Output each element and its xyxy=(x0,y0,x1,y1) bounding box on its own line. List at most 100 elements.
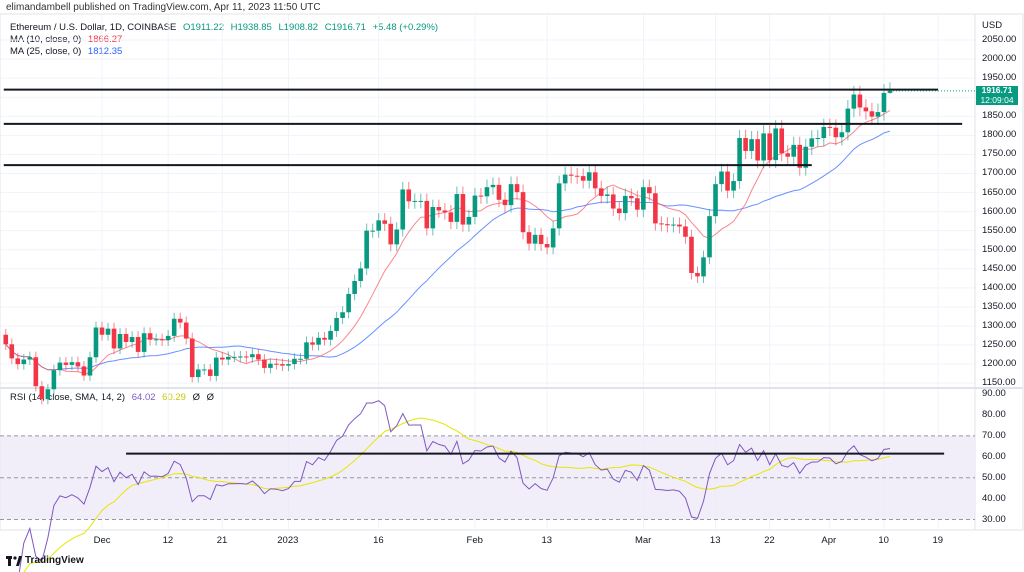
candle-body xyxy=(33,357,39,387)
rsi-tick: 70.00 xyxy=(982,429,1006,441)
candle-body xyxy=(105,328,111,335)
time-tick: 21 xyxy=(216,535,228,546)
rsi-legend[interactable]: RSI (14, close, SMA, 14, 2) 64.02 60.29 … xyxy=(10,392,218,403)
candle-body xyxy=(701,257,706,277)
candle-body xyxy=(863,107,869,112)
candle-body xyxy=(376,220,381,231)
candle-body xyxy=(472,195,478,217)
price-tick: 1550.00 xyxy=(982,224,1017,236)
candle-body xyxy=(869,111,875,117)
candle-body xyxy=(147,333,153,340)
candle-body xyxy=(322,337,327,340)
candle-body xyxy=(586,172,592,181)
candle-body xyxy=(508,184,514,206)
tradingview-logo[interactable]: TradingView xyxy=(6,555,84,566)
candle-body xyxy=(731,181,736,191)
candle-body xyxy=(478,195,484,197)
price-tick: 1300.00 xyxy=(982,319,1017,331)
candle-body xyxy=(725,171,730,191)
symbol-name[interactable]: Ethereum / U.S. Dollar, 1D, COINBASE xyxy=(10,22,177,33)
candle-body xyxy=(689,236,694,273)
candle-body xyxy=(671,224,676,226)
candle-body xyxy=(81,366,87,376)
candle-body xyxy=(743,137,748,151)
candle-body xyxy=(183,322,189,339)
candle-body xyxy=(424,200,430,229)
candle-body xyxy=(21,359,27,365)
price-tick: 1700.00 xyxy=(982,167,1017,179)
candle-body xyxy=(418,200,424,202)
candle-body xyxy=(238,356,243,358)
time-tick: 16 xyxy=(373,535,384,546)
candle-body xyxy=(851,94,857,109)
candle-body xyxy=(532,234,538,244)
candle-body xyxy=(39,386,45,400)
last-price: 1916.71 xyxy=(981,85,1013,95)
candle-body xyxy=(538,234,544,244)
candle-body xyxy=(400,189,406,230)
candle-body xyxy=(220,357,225,360)
candle-body xyxy=(99,327,105,335)
time-tick: 10 xyxy=(878,535,889,546)
candle-body xyxy=(388,223,394,245)
candle-body xyxy=(526,232,532,244)
rsi-value: 64.02 xyxy=(131,392,156,403)
price-tick: 1600.00 xyxy=(982,205,1017,217)
candle-body xyxy=(502,199,508,206)
symbol-legend: Ethereum / U.S. Dollar, 1D, COINBASE O19… xyxy=(10,22,442,33)
ohlc-close: C1916.71 xyxy=(324,22,366,33)
candle-body xyxy=(9,344,15,359)
price-tick: 1750.00 xyxy=(982,148,1017,160)
candle-body xyxy=(93,327,99,358)
candle-body xyxy=(177,318,183,323)
candle-body xyxy=(159,339,165,341)
candle-body xyxy=(51,370,57,390)
rsi-tick: 30.00 xyxy=(982,513,1006,525)
candle-body xyxy=(827,126,833,128)
candle-body xyxy=(370,230,375,232)
ohlc-low: L1908.82 xyxy=(278,22,319,33)
candle-body xyxy=(683,226,688,237)
candle-body xyxy=(574,175,580,177)
candle-body xyxy=(881,92,887,113)
candle-body xyxy=(328,330,333,340)
candle-body xyxy=(123,333,129,342)
chart-border xyxy=(0,13,1024,531)
logo-text: TradingView xyxy=(25,555,84,566)
candle-body xyxy=(713,184,718,217)
candle-body xyxy=(382,220,388,224)
candle-body xyxy=(641,187,646,210)
candle-body xyxy=(737,137,742,182)
candle-body xyxy=(761,133,766,161)
candle-body xyxy=(550,228,556,248)
time-tick: Mar xyxy=(634,535,652,546)
candle-body xyxy=(839,132,845,138)
price-tick: 1850.00 xyxy=(982,110,1017,122)
candle-body xyxy=(442,210,448,213)
candle-body xyxy=(466,216,472,225)
candle-body xyxy=(226,356,231,360)
candle-body xyxy=(171,318,177,336)
candle-body xyxy=(616,208,622,214)
candle-body xyxy=(580,176,586,181)
candle-body xyxy=(87,357,93,376)
bar-countdown: 12:09:04 xyxy=(980,94,1014,105)
ma25-legend[interactable]: MA (25, close, 0) 1812.35 xyxy=(10,46,126,57)
candle-body xyxy=(412,200,418,202)
price-tick: 2000.00 xyxy=(982,53,1017,65)
candle-body xyxy=(346,293,351,313)
candle-body xyxy=(340,312,345,318)
candle-body xyxy=(592,172,598,189)
candle-body xyxy=(153,339,159,341)
candle-body xyxy=(695,272,700,277)
tradingview-logo-icon xyxy=(6,555,22,566)
candle-body xyxy=(316,337,321,345)
candle-body xyxy=(785,153,791,157)
rsi-tick: 90.00 xyxy=(982,388,1006,400)
candle-body xyxy=(490,184,496,188)
time-tick: 13 xyxy=(709,535,721,546)
candle-body xyxy=(598,188,604,196)
candle-body xyxy=(610,194,616,209)
price-tick: 1200.00 xyxy=(982,358,1017,370)
